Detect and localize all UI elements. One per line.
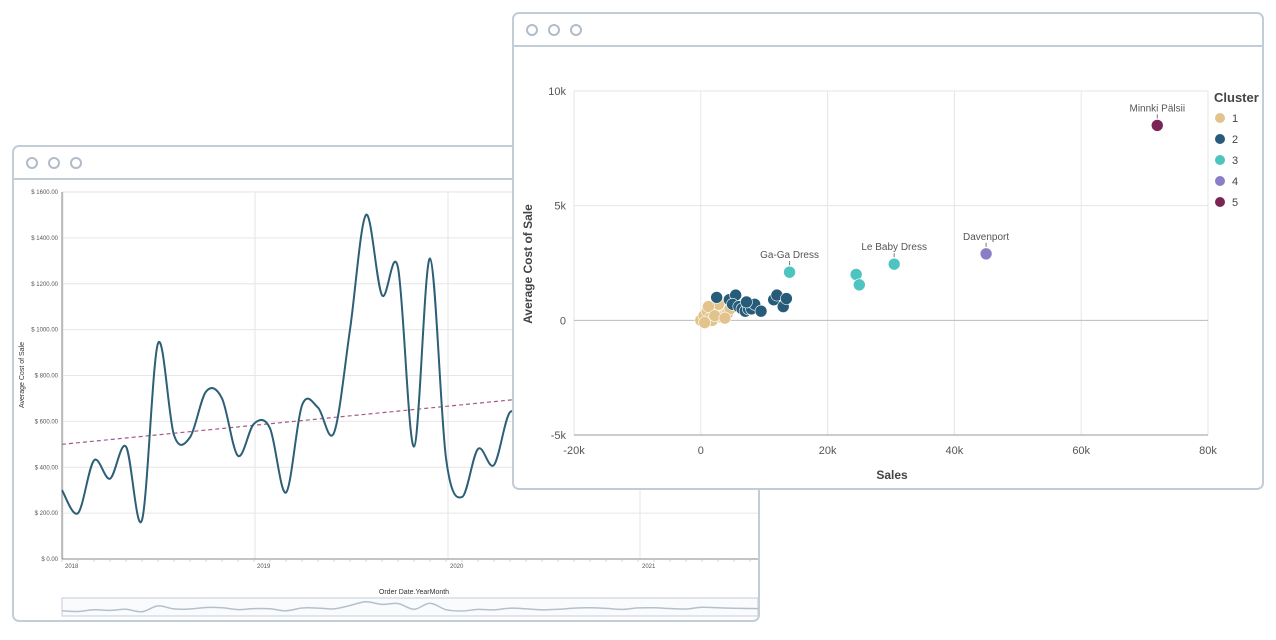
scatter-chart-window: Average Cost of Sale Sales Cluster -20k 0… xyxy=(512,12,1264,490)
scatter-chart-ylabel: Average Cost of Sale xyxy=(521,204,535,324)
x-tick-label: 2018 xyxy=(65,564,79,570)
y-tick-label: -5k xyxy=(551,430,567,442)
x-tick-label: -20k xyxy=(563,445,585,457)
scatter-chart: Average Cost of Sale Sales Cluster -20k 0… xyxy=(521,86,1259,482)
legend-swatch-3[interactable] xyxy=(1215,155,1225,165)
y-tick-label: 5k xyxy=(554,201,566,213)
scatter-point-cluster-5[interactable] xyxy=(1150,119,1164,132)
line-chart-ylabel: Average Cost of Sale xyxy=(19,342,26,408)
range-navigator[interactable] xyxy=(61,597,758,617)
line-chart-xlabel: Order Date.YearMonth xyxy=(379,589,449,596)
y-tick-label: $ 600.00 xyxy=(35,419,59,425)
scatter-point-cluster-2[interactable] xyxy=(780,292,793,305)
legend-swatch-5[interactable] xyxy=(1215,197,1225,207)
legend-title: Cluster xyxy=(1214,90,1259,105)
window-control-dot[interactable] xyxy=(570,24,582,36)
y-tick-label: $ 200.00 xyxy=(35,511,59,517)
legend-label[interactable]: 3 xyxy=(1232,155,1238,167)
navigator-line xyxy=(61,601,758,613)
y-tick-label: $ 1200.00 xyxy=(31,282,58,288)
scatter-point-cluster-3[interactable] xyxy=(852,278,866,292)
legend-label[interactable]: 5 xyxy=(1232,197,1238,209)
window-titlebar xyxy=(14,147,758,180)
window-control-dot[interactable] xyxy=(526,24,538,36)
scatter-point-cluster-1[interactable] xyxy=(718,311,732,325)
annotation-label: Minnki Pälsii xyxy=(1129,103,1185,114)
scatter-chart-xlabel: Sales xyxy=(876,468,908,482)
annotation-label: Davenport xyxy=(963,232,1009,243)
scatter-point-cluster-1[interactable] xyxy=(702,300,715,313)
window-control-dot[interactable] xyxy=(548,24,560,36)
legend-swatch-1[interactable] xyxy=(1215,113,1225,123)
legend-label[interactable]: 2 xyxy=(1232,134,1238,146)
window-titlebar xyxy=(514,14,1262,47)
window-control-dot[interactable] xyxy=(26,157,38,169)
x-tick-label: 2021 xyxy=(642,564,656,570)
scatter-point-cluster-2[interactable] xyxy=(740,295,753,309)
y-tick-label: 10k xyxy=(548,86,566,98)
window-control-dot[interactable] xyxy=(70,157,82,169)
y-tick-label: $ 400.00 xyxy=(35,465,59,471)
x-tick-label: 20k xyxy=(819,445,837,457)
annotation-label: Le Baby Dress xyxy=(861,242,927,253)
legend-swatch-4[interactable] xyxy=(1215,176,1225,186)
scatter-point-cluster-1[interactable] xyxy=(698,316,711,329)
scatter-point-cluster-2[interactable] xyxy=(754,304,768,318)
x-tick-label: 60k xyxy=(1072,445,1090,457)
y-tick-label: $ 1400.00 xyxy=(31,236,58,242)
x-tick-label: 0 xyxy=(698,445,704,457)
x-tick-label: 80k xyxy=(1199,445,1217,457)
scatter-point-cluster-3[interactable] xyxy=(783,265,796,279)
x-tick-label: 2019 xyxy=(257,564,271,570)
legend-label[interactable]: 1 xyxy=(1232,113,1238,125)
legend-swatch-2[interactable] xyxy=(1215,134,1225,144)
y-tick-label: $ 800.00 xyxy=(35,374,59,380)
annotation-label: Ga-Ga Dress xyxy=(760,250,819,261)
x-tick-label: 40k xyxy=(946,445,964,457)
window-control-dot[interactable] xyxy=(48,157,60,169)
y-tick-label: $ 0.00 xyxy=(41,557,58,563)
scatter-point-cluster-4[interactable] xyxy=(979,247,993,261)
scatter-point-cluster-3[interactable] xyxy=(887,257,901,271)
scatter-point-cluster-2[interactable] xyxy=(710,291,723,304)
y-tick-label: $ 1000.00 xyxy=(31,328,58,334)
x-tick-label: 2020 xyxy=(450,564,464,570)
y-tick-label: $ 1600.00 xyxy=(31,190,58,196)
y-tick-label: 0 xyxy=(560,315,566,327)
legend-label[interactable]: 4 xyxy=(1232,176,1238,188)
